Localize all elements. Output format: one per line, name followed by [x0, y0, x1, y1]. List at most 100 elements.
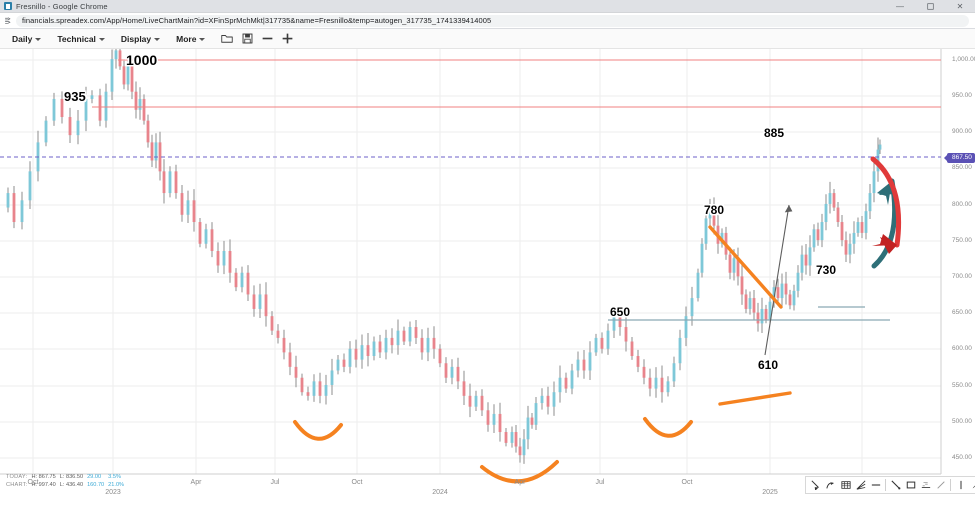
candle-body	[408, 327, 412, 342]
candle-body	[704, 218, 708, 244]
candle-body	[564, 377, 568, 389]
candle-body	[456, 366, 460, 382]
candle-body	[396, 330, 400, 346]
candle-body	[820, 222, 824, 241]
candle-body	[768, 301, 772, 320]
candle-body	[796, 272, 800, 291]
downtrend-line-780	[708, 225, 783, 309]
menu-daily[interactable]: Daily	[4, 29, 49, 49]
site-settings-icon[interactable]	[0, 13, 16, 29]
candle-body	[760, 308, 764, 324]
curve-tool[interactable]	[823, 477, 838, 493]
y-tick-900: 900.00	[952, 128, 972, 135]
candle-body	[420, 337, 424, 353]
rounding-bottom-1	[293, 420, 343, 441]
quote-today-low: 836.50	[65, 474, 84, 480]
candle-body	[372, 341, 376, 356]
candle-body	[800, 254, 804, 273]
chart-canvas[interactable]	[0, 49, 975, 521]
annotation-label-610: 610	[758, 358, 779, 372]
candle-body	[666, 381, 670, 393]
candle-body	[848, 243, 852, 255]
quote-today-low-label: L:	[59, 474, 65, 480]
zoom-in-icon[interactable]	[277, 29, 297, 49]
candle-body	[522, 439, 526, 456]
candle-body	[44, 120, 48, 143]
candle-body	[878, 144, 882, 150]
candle-body	[20, 200, 24, 223]
candle-body	[788, 294, 792, 306]
url-bar[interactable]: financials.spreadex.com/App/Home/LiveCha…	[16, 14, 969, 27]
menu-more-label: More	[176, 33, 197, 44]
menu-daily-label: Daily	[12, 33, 33, 44]
candle-body	[696, 272, 700, 299]
candle-body	[744, 294, 748, 309]
rounding-bottom-2	[480, 460, 559, 484]
quote-today-percent: 3.5%	[108, 474, 121, 480]
menu-technical[interactable]: Technical	[49, 29, 113, 49]
open-folder-icon[interactable]	[217, 29, 237, 49]
candle-body	[228, 251, 232, 273]
price-chart[interactable]: FRESNILLO	[0, 49, 975, 521]
candle-body	[534, 403, 538, 425]
fan-tool[interactable]	[853, 477, 868, 493]
candle-body	[712, 207, 716, 226]
candle-body	[348, 348, 352, 367]
y-tick-850: 850.00	[952, 164, 972, 171]
candle-body	[104, 91, 108, 121]
candle-body	[324, 384, 328, 396]
rectangle-tool[interactable]	[903, 477, 918, 493]
quote-today-change: 29.00	[87, 474, 102, 480]
x-tick-2025: 2025	[762, 489, 778, 496]
candle-body	[740, 276, 744, 295]
candle-body	[772, 287, 776, 302]
menu-display-label: Display	[120, 33, 152, 44]
candle-body	[648, 377, 652, 389]
vertical-line-tool[interactable]	[953, 477, 968, 493]
quote-chart-high-label: H:	[31, 482, 38, 488]
y-tick-800: 800.00	[952, 201, 972, 208]
menu-more[interactable]: More	[168, 29, 213, 49]
candle-body	[654, 377, 658, 389]
text-tool[interactable]	[918, 477, 933, 493]
maximize-icon[interactable]	[915, 0, 945, 13]
candle-body	[154, 142, 158, 161]
candle-body	[158, 142, 162, 172]
minimize-icon[interactable]: —	[896, 1, 904, 11]
candle-body	[126, 66, 130, 85]
zoom-out-icon[interactable]	[257, 29, 277, 49]
drawing-toolbar[interactable]	[805, 476, 975, 494]
horizontal-line-tool[interactable]	[868, 477, 883, 493]
candle-body	[450, 366, 454, 378]
menu-display[interactable]: Display	[113, 29, 168, 49]
trendline-tool[interactable]	[888, 477, 903, 493]
save-icon[interactable]	[237, 29, 257, 49]
candle-body	[872, 171, 876, 194]
x-tick-oct-2024: Oct	[681, 479, 693, 486]
arrow-tool[interactable]	[808, 477, 823, 493]
candle-body	[330, 370, 334, 385]
candle-body	[612, 316, 616, 331]
quote-chart-low: 436.40	[65, 482, 84, 488]
close-icon[interactable]: ✕	[956, 1, 964, 11]
pencil-tool[interactable]	[968, 477, 975, 493]
candle-body	[240, 272, 244, 288]
ray-tool[interactable]	[933, 477, 948, 493]
candle-body	[840, 222, 844, 241]
quote-chart-change: 160.70	[87, 482, 105, 488]
table-tool[interactable]	[838, 477, 853, 493]
candle-body	[764, 308, 768, 320]
browser-titlebar: Fresnillo - Google Chrome — ✕	[0, 0, 975, 13]
candle-body	[856, 222, 860, 233]
candle-body	[110, 59, 114, 92]
candle-body	[504, 432, 508, 443]
url-text: financials.spreadex.com/App/Home/LiveCha…	[22, 16, 492, 25]
candle-body	[306, 392, 310, 396]
rounding-bottom-3	[643, 417, 693, 438]
y-tick-550: 550.00	[952, 382, 972, 389]
annotation-label-650: 650	[610, 305, 631, 319]
candle-body	[336, 359, 340, 371]
quote-chart-high: 997.40	[38, 482, 56, 488]
candle-body	[390, 337, 394, 346]
